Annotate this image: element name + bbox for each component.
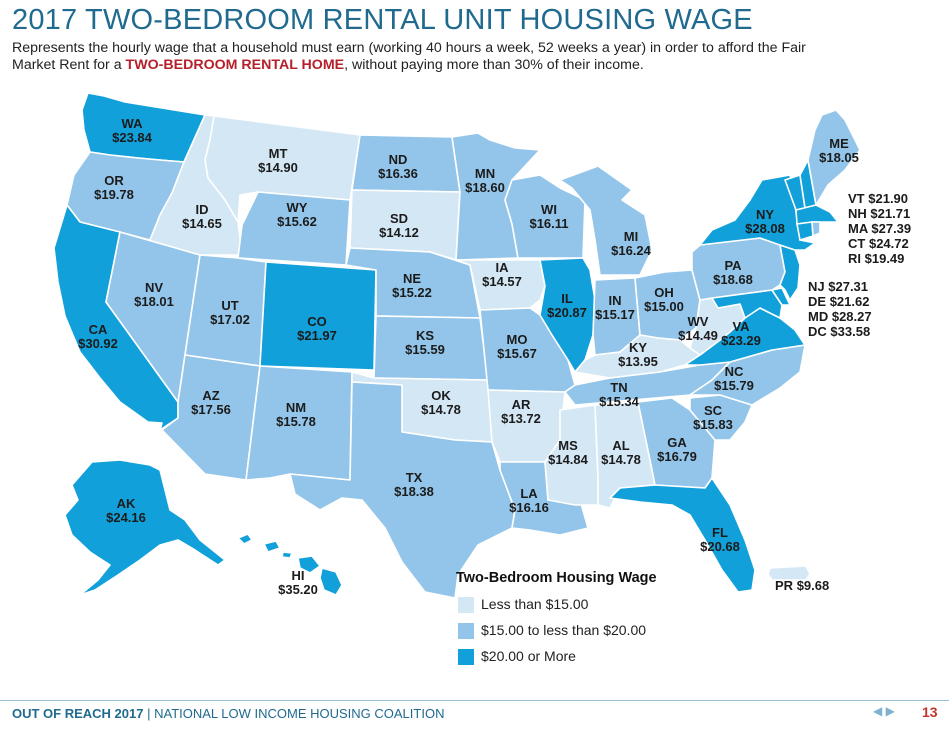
label-NV: NV $18.01 xyxy=(134,280,174,309)
label-MS: MS $14.84 xyxy=(548,438,589,467)
label-AL: AL $14.78 xyxy=(601,438,641,467)
state-RI[interactable] xyxy=(811,221,821,237)
label-ME: ME $18.05 xyxy=(819,136,859,165)
label-TN: TN $15.34 xyxy=(599,380,640,409)
label-IN: IN $15.17 xyxy=(595,293,635,322)
legend-label-high: $20.00 or More xyxy=(481,648,576,664)
label-CO: CO $21.97 xyxy=(297,314,337,343)
label-NY: NY $28.08 xyxy=(745,207,785,236)
label-KS: KS $15.59 xyxy=(405,328,445,357)
label-MT: MT $14.90 xyxy=(258,146,298,175)
state-FL[interactable] xyxy=(609,477,756,593)
legend-swatch-high xyxy=(458,649,474,666)
label-PA: PA $18.68 xyxy=(713,258,753,287)
legend-label-low: Less than $15.00 xyxy=(481,596,589,612)
label-WA: WA $23.84 xyxy=(112,116,153,145)
label-MI: MI $16.24 xyxy=(611,229,652,258)
state-MI[interactable] xyxy=(559,165,653,276)
label-NE: NE $15.22 xyxy=(392,271,432,300)
label-NJ: NJ $27.31 xyxy=(808,279,868,294)
legend-swatch-mid xyxy=(458,623,474,640)
state-NC[interactable] xyxy=(689,344,806,406)
label-FL: FL $20.68 xyxy=(700,525,740,554)
label-UT: UT $17.02 xyxy=(210,298,250,327)
label-PR: PR $9.68 xyxy=(775,578,829,593)
state-CT[interactable] xyxy=(796,221,814,241)
small-state-labels: VT $21.90 NH $21.71 MA $27.39 CT $24.72 … xyxy=(808,191,911,339)
label-TX: TX $18.38 xyxy=(394,470,434,499)
page-subtitle: Represents the hourly wage that a househ… xyxy=(12,40,852,74)
subtitle-text: Represents the hourly wage that a househ… xyxy=(12,40,806,73)
footer-divider xyxy=(0,700,949,701)
label-CT: CT $24.72 xyxy=(848,236,909,251)
label-RI: RI $19.49 xyxy=(848,251,904,266)
label-WY: WY $15.62 xyxy=(277,200,317,229)
label-CA: CA $30.92 xyxy=(78,322,118,351)
state-ME[interactable] xyxy=(807,109,861,206)
subtitle-highlight: TWO-BEDROOM RENTAL HOME xyxy=(125,57,345,73)
label-VT: VT $21.90 xyxy=(848,191,908,206)
state-DE[interactable] xyxy=(771,287,791,306)
legend-item-mid: $15.00 to less than $20.00 xyxy=(458,622,646,640)
label-ID: ID $14.65 xyxy=(182,202,222,231)
legend-item-low: Less than $15.00 xyxy=(458,596,588,614)
page-number: 13 xyxy=(922,704,938,720)
label-MD: MD $28.27 xyxy=(808,309,872,324)
label-AZ: AZ $17.56 xyxy=(191,388,231,417)
label-DC: DC $33.58 xyxy=(808,324,870,339)
label-MO: MO $15.67 xyxy=(497,332,537,361)
label-SD: SD $14.12 xyxy=(379,211,419,240)
state-WY[interactable] xyxy=(237,191,351,266)
label-NM: NM $15.78 xyxy=(276,400,316,429)
label-MN: MN $18.60 xyxy=(465,166,505,195)
label-HI: HI $35.20 xyxy=(278,568,318,597)
legend-swatch-low xyxy=(458,597,474,614)
label-GA: GA $16.79 xyxy=(657,435,697,464)
label-NC: NC $15.79 xyxy=(714,364,754,393)
footer-report-name: OUT OF REACH 2017 xyxy=(12,706,144,721)
label-OH: OH $15.00 xyxy=(644,285,684,314)
legend-item-high: $20.00 or More xyxy=(458,648,576,666)
page-nav-arrows[interactable]: ◀ ▶ xyxy=(873,704,895,718)
label-ND: ND $16.36 xyxy=(378,152,418,181)
label-KY: KY $13.95 xyxy=(618,340,658,369)
state-AK[interactable] xyxy=(64,459,226,596)
state-HI[interactable] xyxy=(237,533,343,596)
label-WI: WI $16.11 xyxy=(529,202,568,231)
label-IL: IL $20.87 xyxy=(547,291,587,320)
legend-title: Two-Bedroom Housing Wage xyxy=(456,570,657,586)
us-map: WA $23.84 OR $19.78 CA $30.92 ID $14.65 NV $1… xyxy=(53,92,911,599)
page-title: 2017 TWO-BEDROOM RENTAL UNIT HOUSING WAG… xyxy=(12,4,753,36)
footer-separator: | xyxy=(143,706,155,721)
footer-org-name: NATIONAL LOW INCOME HOUSING COALITION xyxy=(154,706,445,721)
legend-label-mid: $15.00 to less than $20.00 xyxy=(481,622,647,638)
state-WA[interactable] xyxy=(81,92,206,163)
state-NJ[interactable] xyxy=(779,244,801,301)
label-SC: SC $15.83 xyxy=(693,403,733,432)
label-DE: DE $21.62 xyxy=(808,294,869,309)
label-MA: MA $27.39 xyxy=(848,221,911,236)
state-MA[interactable] xyxy=(795,204,839,225)
label-AR: AR $13.72 xyxy=(501,397,541,426)
footer: OUT OF REACH 2017 | NATIONAL LOW INCOME … xyxy=(12,706,444,721)
state-TX[interactable] xyxy=(289,381,516,599)
label-OR: OR $19.78 xyxy=(94,173,134,202)
state-labels: WA $23.84 OR $19.78 CA $30.92 ID $14.65 NV $1… xyxy=(78,116,859,597)
label-LA: LA $16.16 xyxy=(509,486,549,515)
label-NH: NH $21.71 xyxy=(848,206,910,221)
label-AK: AK $24.16 xyxy=(106,496,146,525)
state-PR[interactable] xyxy=(767,565,811,581)
subtitle-text-end: , without paying more than 30% of their … xyxy=(344,57,644,73)
label-VA: VA $23.29 xyxy=(721,319,761,348)
label-OK: OK $14.78 xyxy=(421,388,461,417)
label-IA: IA $14.57 xyxy=(482,260,522,289)
label-WV: WV $14.49 xyxy=(678,314,718,343)
